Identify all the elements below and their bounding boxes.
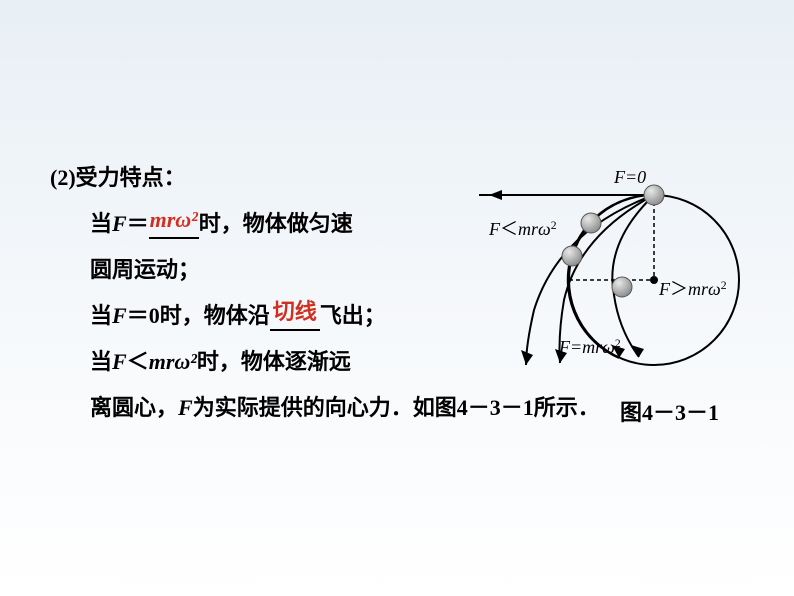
l5-var: F (178, 395, 193, 420)
blank-2-fill: 切线 (273, 299, 317, 324)
l1-var: F (112, 211, 127, 236)
physics-diagram: F=0 F＜mrω2 F＞mrω2 F=mrω2 (464, 135, 754, 370)
l5-suffix: 为实际提供的向心力．如图4－3－1所示． (193, 395, 600, 420)
l2-text: 圆周运动； (90, 257, 200, 282)
l5-prefix: 离圆心， (90, 395, 178, 420)
label-feq: F=mrω2 (558, 337, 621, 358)
curve-inner (612, 195, 654, 357)
section-title: 受力特点： (76, 165, 186, 190)
curve-arc (568, 195, 654, 358)
ball-3 (562, 246, 582, 266)
l3-var: F (112, 303, 127, 328)
l3-suffix: 飞出； (320, 303, 386, 328)
l4-expr: mrω² (149, 349, 197, 374)
l3-prefix: 当 (90, 303, 112, 328)
blank-2: 切线 (270, 305, 320, 331)
l1-prefix: 当 (90, 211, 112, 236)
label-f0: F=0 (613, 167, 646, 187)
ball-4 (612, 277, 632, 297)
blank-1: mrω² (149, 213, 199, 239)
l1-suffix: 时，物体做匀速 (199, 211, 353, 236)
center-dot (650, 276, 658, 284)
blank-1-fill: mrω² (150, 207, 198, 232)
diagram-svg: F=0 F＜mrω2 F＞mrω2 F=mrω2 (464, 135, 754, 370)
tangent-arrow-icon (489, 190, 502, 200)
ball-1 (644, 185, 664, 205)
ball-2 (581, 213, 601, 233)
label-fgt: F＞mrω2 (658, 279, 727, 300)
l4-suffix: 时，物体逐渐远 (197, 349, 351, 374)
figure-caption: 图4－3－1 (620, 395, 719, 427)
l3-eq: ＝0时，物体沿 (127, 303, 270, 328)
label-flt: F＜mrω2 (488, 219, 557, 240)
l4-var: F (112, 349, 127, 374)
section-number: (2) (50, 165, 76, 190)
l4-prefix: 当 (90, 349, 112, 374)
l1-eq: ＝ (127, 211, 149, 236)
l4-lt: ＜ (127, 349, 149, 374)
